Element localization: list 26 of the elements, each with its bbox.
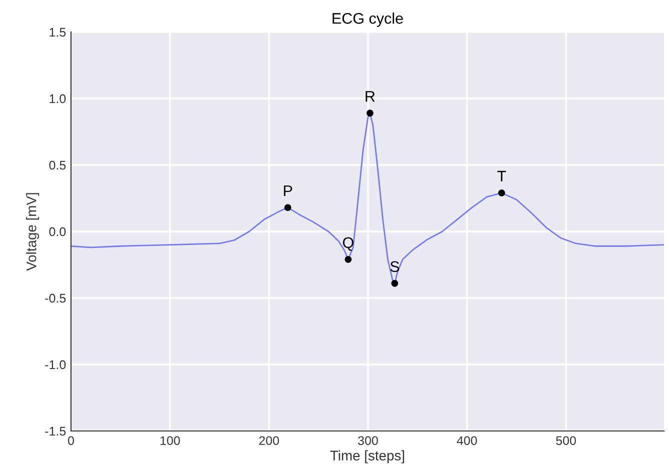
x-tick-label: 100 — [160, 436, 180, 446]
x-axis-title: Time [steps] — [330, 450, 404, 464]
y-tick-label: -1.0 — [45, 360, 66, 370]
x-tick-label: 300 — [358, 436, 378, 446]
point — [344, 256, 352, 263]
point — [284, 204, 292, 212]
point — [366, 110, 374, 117]
annotation: Q — [342, 237, 354, 251]
chart-title: ECG cycle — [332, 12, 403, 27]
point — [498, 189, 506, 196]
y-axis-title: Voltage [mV] — [26, 193, 40, 271]
x-tick-label: 400 — [456, 436, 477, 446]
y-tick-label: 0.5 — [49, 160, 66, 170]
y-tick-label: -0.5 — [45, 294, 66, 303]
point — [391, 280, 398, 287]
x-tick-label: 500 — [556, 436, 576, 446]
y-tick-label: 1.0 — [50, 94, 66, 104]
y-tick-label: 1.5 — [50, 28, 66, 37]
x-tick-label: 200 — [259, 436, 279, 446]
annotation: R — [366, 91, 375, 102]
y-tick-label: -1.5 — [45, 426, 66, 436]
x-tick-label: 0 — [68, 436, 74, 446]
annotation: S — [390, 261, 400, 272]
annotation: P — [284, 186, 292, 196]
annotation: T — [497, 170, 506, 182]
y-tick-label: 0.0 — [49, 227, 66, 236]
